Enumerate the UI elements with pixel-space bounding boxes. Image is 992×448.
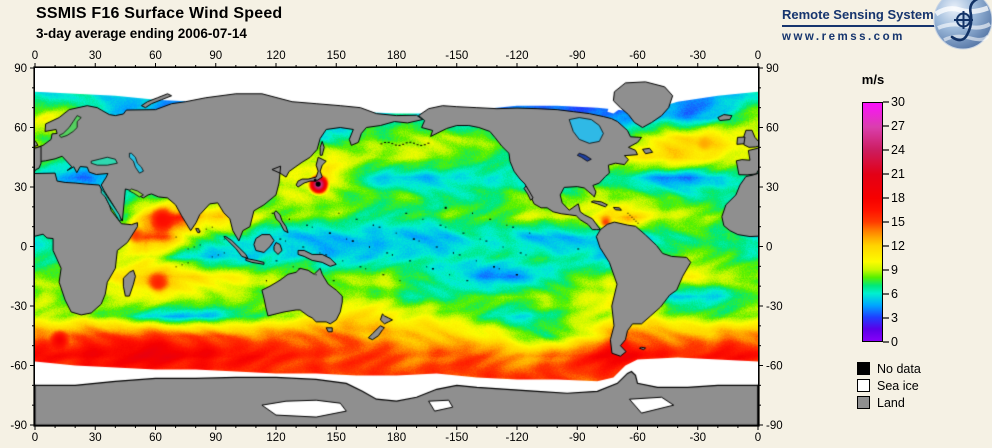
svg-text:60: 60 <box>14 123 27 135</box>
svg-text:60: 60 <box>149 432 162 444</box>
svg-text:15: 15 <box>891 215 905 229</box>
svg-text:30: 30 <box>89 432 102 444</box>
svg-text:-60: -60 <box>629 50 646 62</box>
legend-item-land: Land <box>857 395 921 410</box>
svg-text:90: 90 <box>766 63 779 75</box>
legend-label: No data <box>877 361 921 376</box>
svg-text:150: 150 <box>327 432 346 444</box>
svg-text:30: 30 <box>89 50 102 62</box>
svg-text:30: 30 <box>766 182 779 194</box>
svg-text:27: 27 <box>891 119 905 133</box>
svg-text:120: 120 <box>266 50 285 62</box>
svg-text:0: 0 <box>766 242 772 254</box>
svg-text:18: 18 <box>891 191 905 205</box>
svg-text:180: 180 <box>387 50 406 62</box>
svg-text:-90: -90 <box>569 50 586 62</box>
svg-text:0: 0 <box>32 432 38 444</box>
svg-text:-30: -30 <box>10 301 27 313</box>
svg-text:-30: -30 <box>689 50 706 62</box>
svg-text:0: 0 <box>755 50 761 62</box>
svg-text:-30: -30 <box>689 432 706 444</box>
colorbar <box>862 102 883 342</box>
svg-text:60: 60 <box>766 123 779 135</box>
svg-text:-30: -30 <box>766 301 783 313</box>
svg-text:-90: -90 <box>766 420 783 432</box>
svg-text:30: 30 <box>14 182 27 194</box>
svg-text:0: 0 <box>21 242 27 254</box>
svg-text:90: 90 <box>209 432 222 444</box>
legend-label: Land <box>877 395 905 410</box>
svg-text:6: 6 <box>891 287 898 301</box>
land-swatch <box>857 396 870 409</box>
map-legend: No data Sea ice Land <box>857 362 921 413</box>
svg-text:120: 120 <box>266 432 285 444</box>
svg-text:-60: -60 <box>629 432 646 444</box>
svg-text:3: 3 <box>891 311 898 325</box>
svg-text:-120: -120 <box>505 432 528 444</box>
wind-speed-world-map <box>35 68 758 425</box>
svg-text:-150: -150 <box>445 432 468 444</box>
svg-text:150: 150 <box>327 50 346 62</box>
svg-text:30: 30 <box>891 95 905 109</box>
svg-text:-90: -90 <box>10 420 27 432</box>
page-subtitle: 3-day average ending 2006-07-14 <box>36 26 247 41</box>
svg-text:9: 9 <box>891 263 898 277</box>
svg-text:0: 0 <box>755 432 761 444</box>
svg-text:-60: -60 <box>766 361 783 373</box>
svg-text:12: 12 <box>891 239 905 253</box>
svg-text:60: 60 <box>149 50 162 62</box>
legend-item-sea-ice: Sea ice <box>857 378 921 393</box>
sea-ice-swatch <box>857 379 870 392</box>
svg-text:-60: -60 <box>10 361 27 373</box>
svg-text:-90: -90 <box>569 432 586 444</box>
logo-url-link[interactable]: www.remss.com <box>782 31 905 43</box>
svg-text:0: 0 <box>32 50 38 62</box>
svg-text:-120: -120 <box>505 50 528 62</box>
svg-text:-150: -150 <box>445 50 468 62</box>
page-title: SSMIS F16 Surface Wind Speed <box>36 5 283 22</box>
svg-text:90: 90 <box>209 50 222 62</box>
svg-text:180: 180 <box>387 432 406 444</box>
svg-text:90: 90 <box>14 63 27 75</box>
svg-text:21: 21 <box>891 167 905 181</box>
svg-text:0: 0 <box>891 335 898 349</box>
no-data-swatch <box>857 362 870 375</box>
colorbar-unit-label: m/s <box>861 72 885 87</box>
logo: Remote Sensing Systems www.remss.com <box>782 7 941 43</box>
legend-item-no-data: No data <box>857 361 921 376</box>
earth-globe-icon <box>933 0 992 50</box>
svg-text:24: 24 <box>891 143 905 157</box>
logo-text: Remote Sensing Systems <box>782 7 941 27</box>
legend-label: Sea ice <box>877 378 919 393</box>
